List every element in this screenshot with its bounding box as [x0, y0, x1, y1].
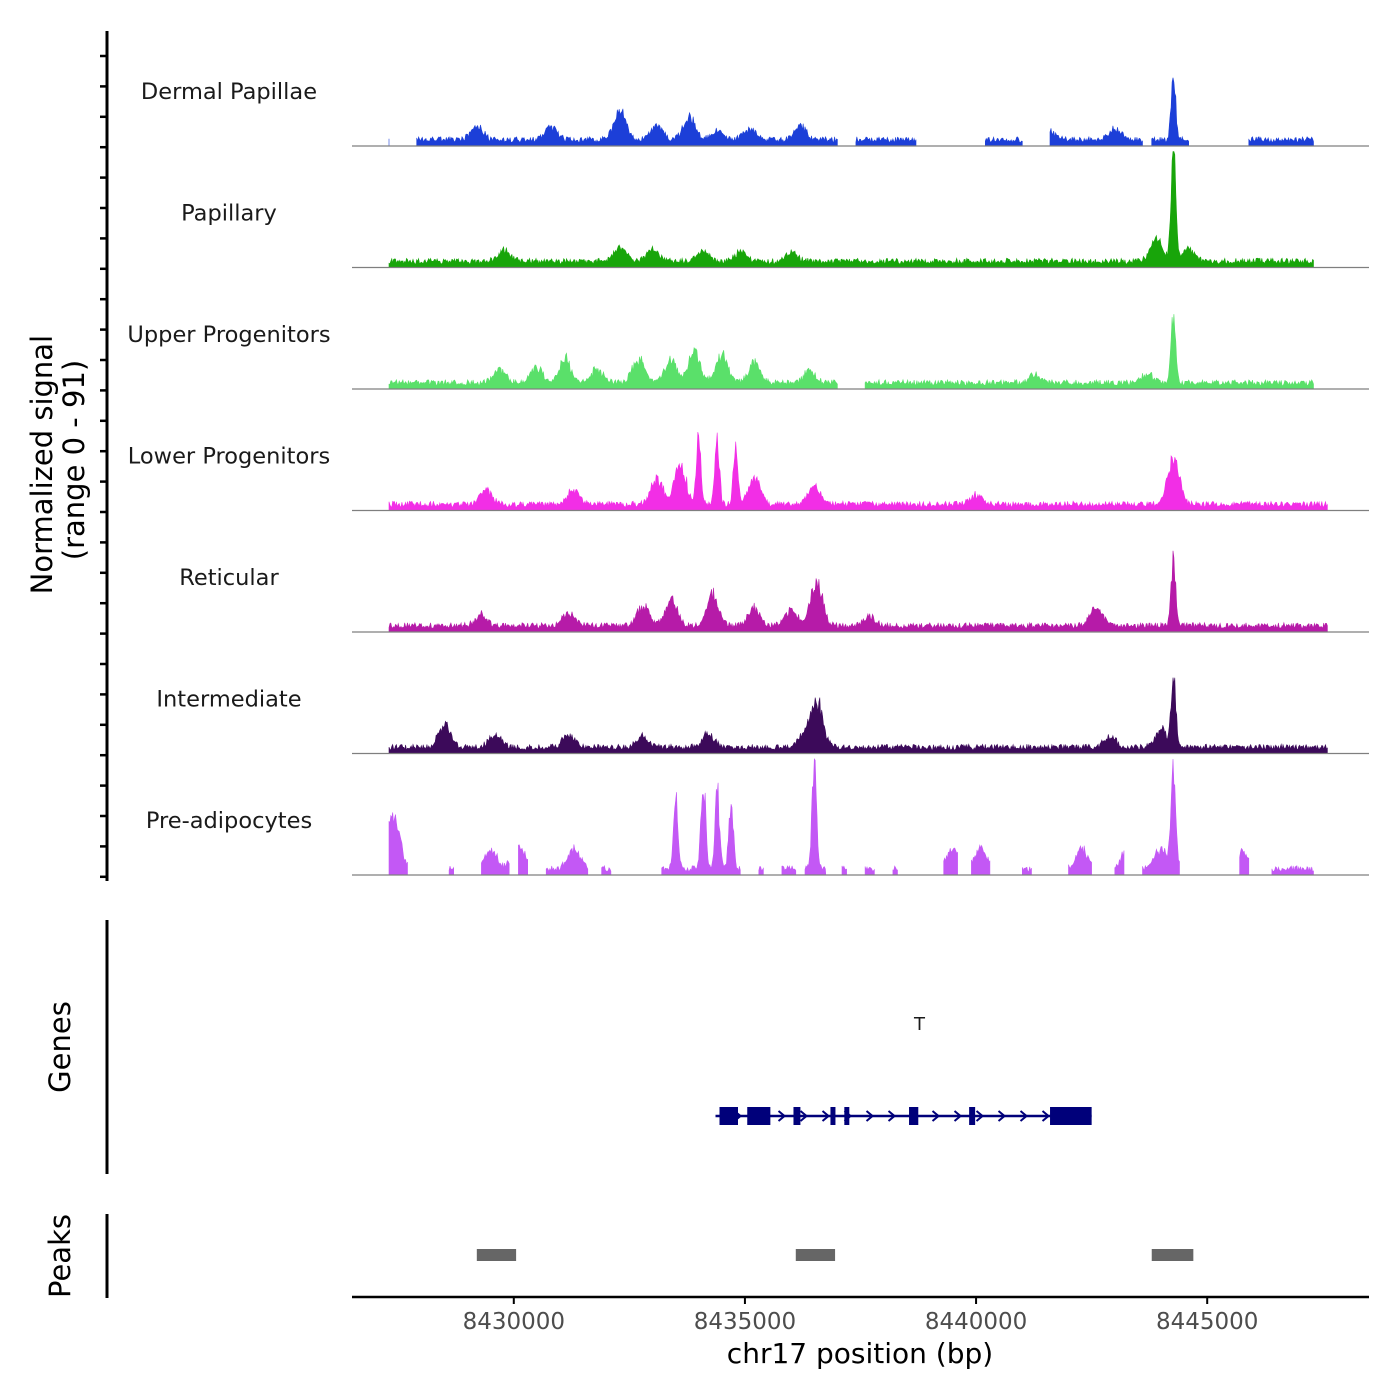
genes-track-label: Genes — [43, 1001, 77, 1093]
gene-model: T — [715, 1014, 1092, 1125]
gene-strand-arrow — [887, 1110, 897, 1122]
track-label: Papillary — [181, 201, 277, 227]
y-axis-title-line-1: Normalized signal — [25, 335, 59, 594]
gene-exon — [969, 1107, 976, 1125]
x-tick-label: 8435000 — [694, 1309, 796, 1335]
track-upper-progenitors: Upper Progenitors — [127, 314, 1369, 390]
peaks-track-label: Peaks — [43, 1214, 77, 1298]
track-label: Intermediate — [156, 687, 301, 713]
peak-region — [476, 1249, 517, 1261]
track-papillary: Papillary — [181, 151, 1369, 269]
track-signal — [388, 77, 1314, 147]
gene-exon — [1050, 1107, 1092, 1125]
track-label: Dermal Papillae — [141, 79, 317, 105]
x-tick-label: 8440000 — [925, 1309, 1027, 1335]
y-axis-title: Normalized signal (range 0 - 91) — [25, 326, 91, 595]
track-pre-adipocytes: Pre-adipocytes — [146, 758, 1369, 876]
gene-strand-arrow — [799, 1110, 809, 1122]
gene-exon — [793, 1107, 801, 1125]
gene-strand-arrow — [1041, 1110, 1051, 1122]
x-tick-label: 8445000 — [1156, 1309, 1258, 1335]
peak-region — [1151, 1249, 1194, 1261]
gene-strand-arrow — [821, 1110, 831, 1122]
track-signal — [388, 677, 1328, 754]
gene-exon — [747, 1107, 771, 1125]
y-axis-title-line-2: (range 0 - 91) — [57, 360, 91, 560]
peak-region — [795, 1249, 836, 1261]
gene-exon — [830, 1107, 836, 1125]
gene-strand-arrow — [1019, 1110, 1029, 1122]
track-label: Reticular — [179, 565, 279, 591]
track-signal — [388, 151, 1314, 268]
peak-regions — [476, 1249, 1194, 1261]
gene-exon — [719, 1107, 738, 1125]
gene-strand-arrow — [865, 1110, 875, 1122]
track-intermediate: Intermediate — [156, 677, 1369, 755]
track-label: Pre-adipocytes — [146, 808, 312, 834]
track-lower-progenitors: Lower Progenitors — [128, 432, 1369, 512]
track-signal — [388, 550, 1328, 633]
gene-strand-arrow — [953, 1110, 963, 1122]
coverage-y-axis — [100, 31, 109, 881]
gene-name-label: T — [913, 1014, 926, 1035]
gene-strand-arrow — [777, 1110, 787, 1122]
x-axis-title: chr17 position (bp) — [727, 1337, 993, 1370]
track-signal — [388, 314, 1314, 390]
track-signal — [388, 758, 1314, 876]
coverage-tracks: Dermal Papillae Papillary Upper Progenitor… — [127, 77, 1369, 876]
gene-strand-arrow — [997, 1110, 1007, 1122]
gene-strand-arrow — [975, 1110, 985, 1122]
track-signal — [388, 432, 1328, 511]
x-tick-label: 8430000 — [463, 1309, 565, 1335]
x-axis-ticks: 8430000 8435000 8440000 8445000 — [463, 1297, 1258, 1335]
track-label: Upper Progenitors — [127, 322, 330, 348]
gene-exon — [909, 1107, 919, 1125]
gene-strand-arrow — [931, 1110, 941, 1122]
track-dermal-papillae: Dermal Papillae — [141, 77, 1369, 147]
track-label: Lower Progenitors — [128, 444, 330, 470]
gene-exon — [844, 1107, 850, 1125]
track-reticular: Reticular — [179, 550, 1369, 633]
